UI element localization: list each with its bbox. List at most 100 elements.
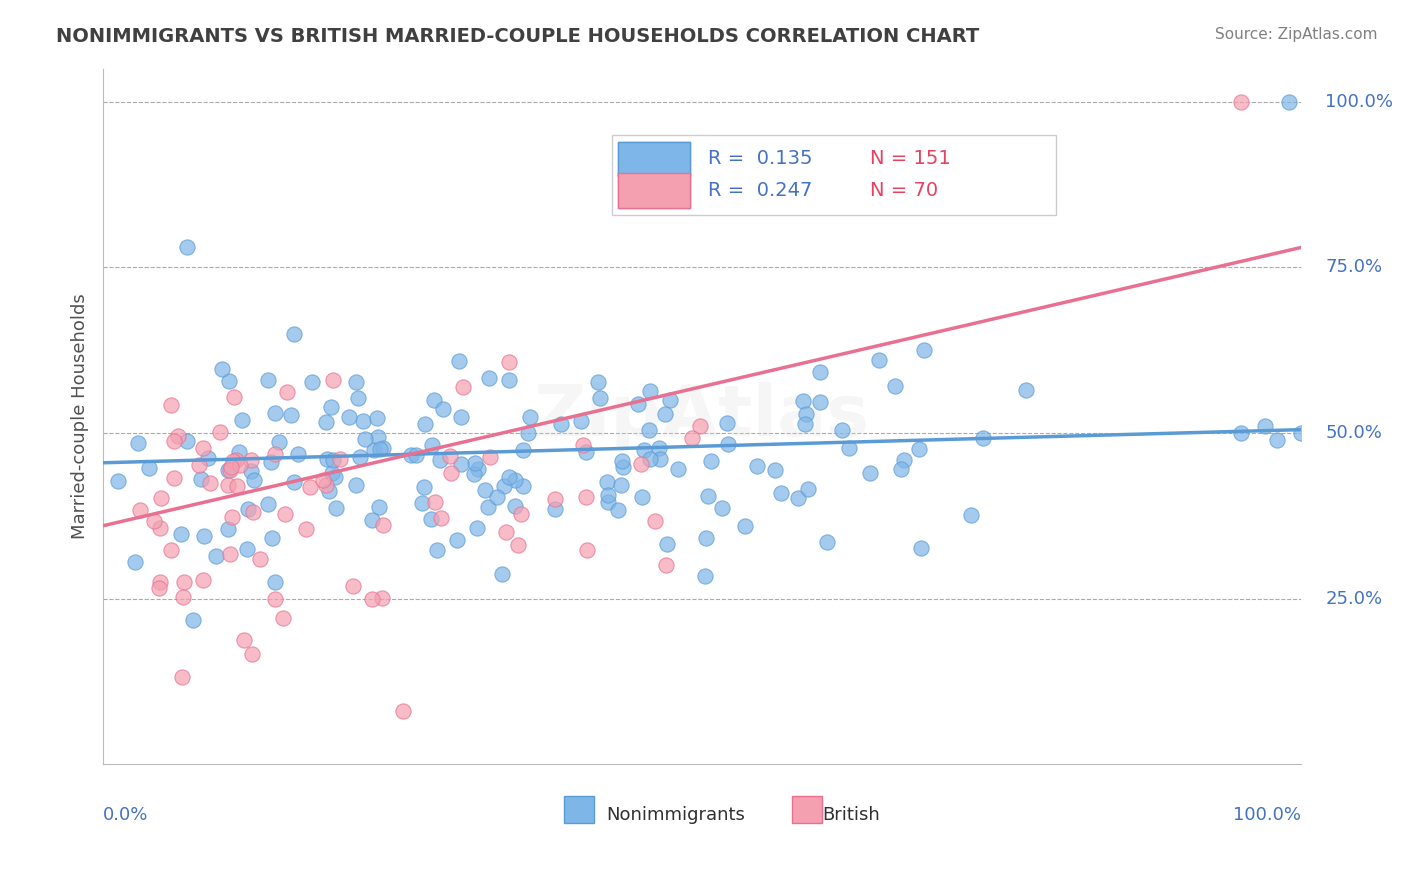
- Point: [221, 509, 243, 524]
- Point: [589, 391, 612, 405]
- Point: [149, 574, 172, 589]
- Point: [219, 460, 242, 475]
- Point: [325, 470, 347, 484]
- Point: [242, 505, 264, 519]
- Point: [440, 466, 463, 480]
- Point: [505, 500, 527, 514]
- Point: [411, 495, 433, 509]
- Point: [516, 426, 538, 441]
- Point: [569, 414, 592, 428]
- Point: [287, 447, 309, 461]
- Point: [366, 410, 388, 425]
- Point: [884, 378, 907, 392]
- Text: R =  0.247: R = 0.247: [709, 181, 813, 200]
- Point: [485, 490, 508, 504]
- Point: [222, 453, 245, 467]
- Point: [695, 531, 717, 545]
- Point: [276, 385, 298, 400]
- Point: [342, 579, 364, 593]
- Point: [575, 542, 598, 557]
- Point: [149, 521, 172, 535]
- Point: [815, 534, 838, 549]
- Text: 75.0%: 75.0%: [1326, 259, 1382, 277]
- Point: [231, 412, 253, 426]
- FancyBboxPatch shape: [619, 173, 690, 208]
- Point: [315, 452, 337, 467]
- Text: NONIMMIGRANTS VS BRITISH MARRIED-COUPLE HOUSEHOLDS CORRELATION CHART: NONIMMIGRANTS VS BRITISH MARRIED-COUPLE …: [56, 27, 980, 45]
- Point: [465, 521, 488, 535]
- Point: [666, 462, 689, 476]
- Point: [648, 441, 671, 455]
- Point: [908, 442, 931, 457]
- Text: 50.0%: 50.0%: [1326, 424, 1382, 442]
- Point: [450, 457, 472, 471]
- FancyBboxPatch shape: [612, 135, 1056, 215]
- Point: [367, 430, 389, 444]
- Point: [544, 501, 567, 516]
- Point: [243, 473, 266, 487]
- Point: [610, 454, 633, 468]
- Point: [371, 517, 394, 532]
- Point: [361, 512, 384, 526]
- Point: [142, 515, 165, 529]
- Point: [228, 445, 250, 459]
- Point: [450, 410, 472, 425]
- Point: [498, 470, 520, 484]
- Point: [160, 542, 183, 557]
- Point: [363, 442, 385, 457]
- Point: [232, 632, 254, 647]
- Point: [422, 437, 444, 451]
- Point: [337, 409, 360, 424]
- Point: [644, 514, 666, 528]
- Text: Source: ZipAtlas.com: Source: ZipAtlas.com: [1215, 27, 1378, 42]
- Point: [262, 531, 284, 545]
- Point: [349, 450, 371, 464]
- Point: [519, 409, 541, 424]
- Point: [474, 483, 496, 498]
- Text: 100.0%: 100.0%: [1233, 806, 1301, 824]
- Point: [226, 479, 249, 493]
- Point: [138, 461, 160, 475]
- Point: [176, 434, 198, 448]
- Point: [283, 475, 305, 490]
- Point: [263, 574, 285, 589]
- Point: [205, 549, 228, 563]
- Point: [256, 373, 278, 387]
- Point: [229, 458, 252, 472]
- Point: [859, 466, 882, 480]
- Point: [689, 418, 711, 433]
- Point: [655, 558, 678, 573]
- Point: [711, 501, 734, 516]
- Point: [831, 423, 853, 437]
- Point: [419, 512, 441, 526]
- Point: [1265, 433, 1288, 447]
- Point: [263, 447, 285, 461]
- Point: [127, 436, 149, 450]
- Point: [236, 502, 259, 516]
- Text: R =  0.247: R = 0.247: [709, 181, 813, 200]
- Point: [329, 452, 352, 467]
- Point: [648, 452, 671, 467]
- Point: [512, 479, 534, 493]
- Point: [149, 491, 172, 505]
- Point: [491, 566, 513, 581]
- Point: [360, 591, 382, 606]
- Point: [312, 473, 335, 487]
- Point: [575, 445, 598, 459]
- Point: [271, 611, 294, 625]
- Point: [352, 414, 374, 428]
- Point: [240, 647, 263, 661]
- Point: [181, 613, 204, 627]
- Point: [301, 376, 323, 390]
- Point: [596, 475, 619, 489]
- Point: [606, 503, 628, 517]
- Point: [451, 379, 474, 393]
- Point: [1230, 425, 1253, 440]
- Point: [447, 353, 470, 368]
- Point: [717, 437, 740, 451]
- Text: 25.0%: 25.0%: [1326, 590, 1382, 607]
- Point: [638, 384, 661, 398]
- Point: [299, 480, 322, 494]
- Point: [659, 393, 682, 408]
- Point: [446, 533, 468, 547]
